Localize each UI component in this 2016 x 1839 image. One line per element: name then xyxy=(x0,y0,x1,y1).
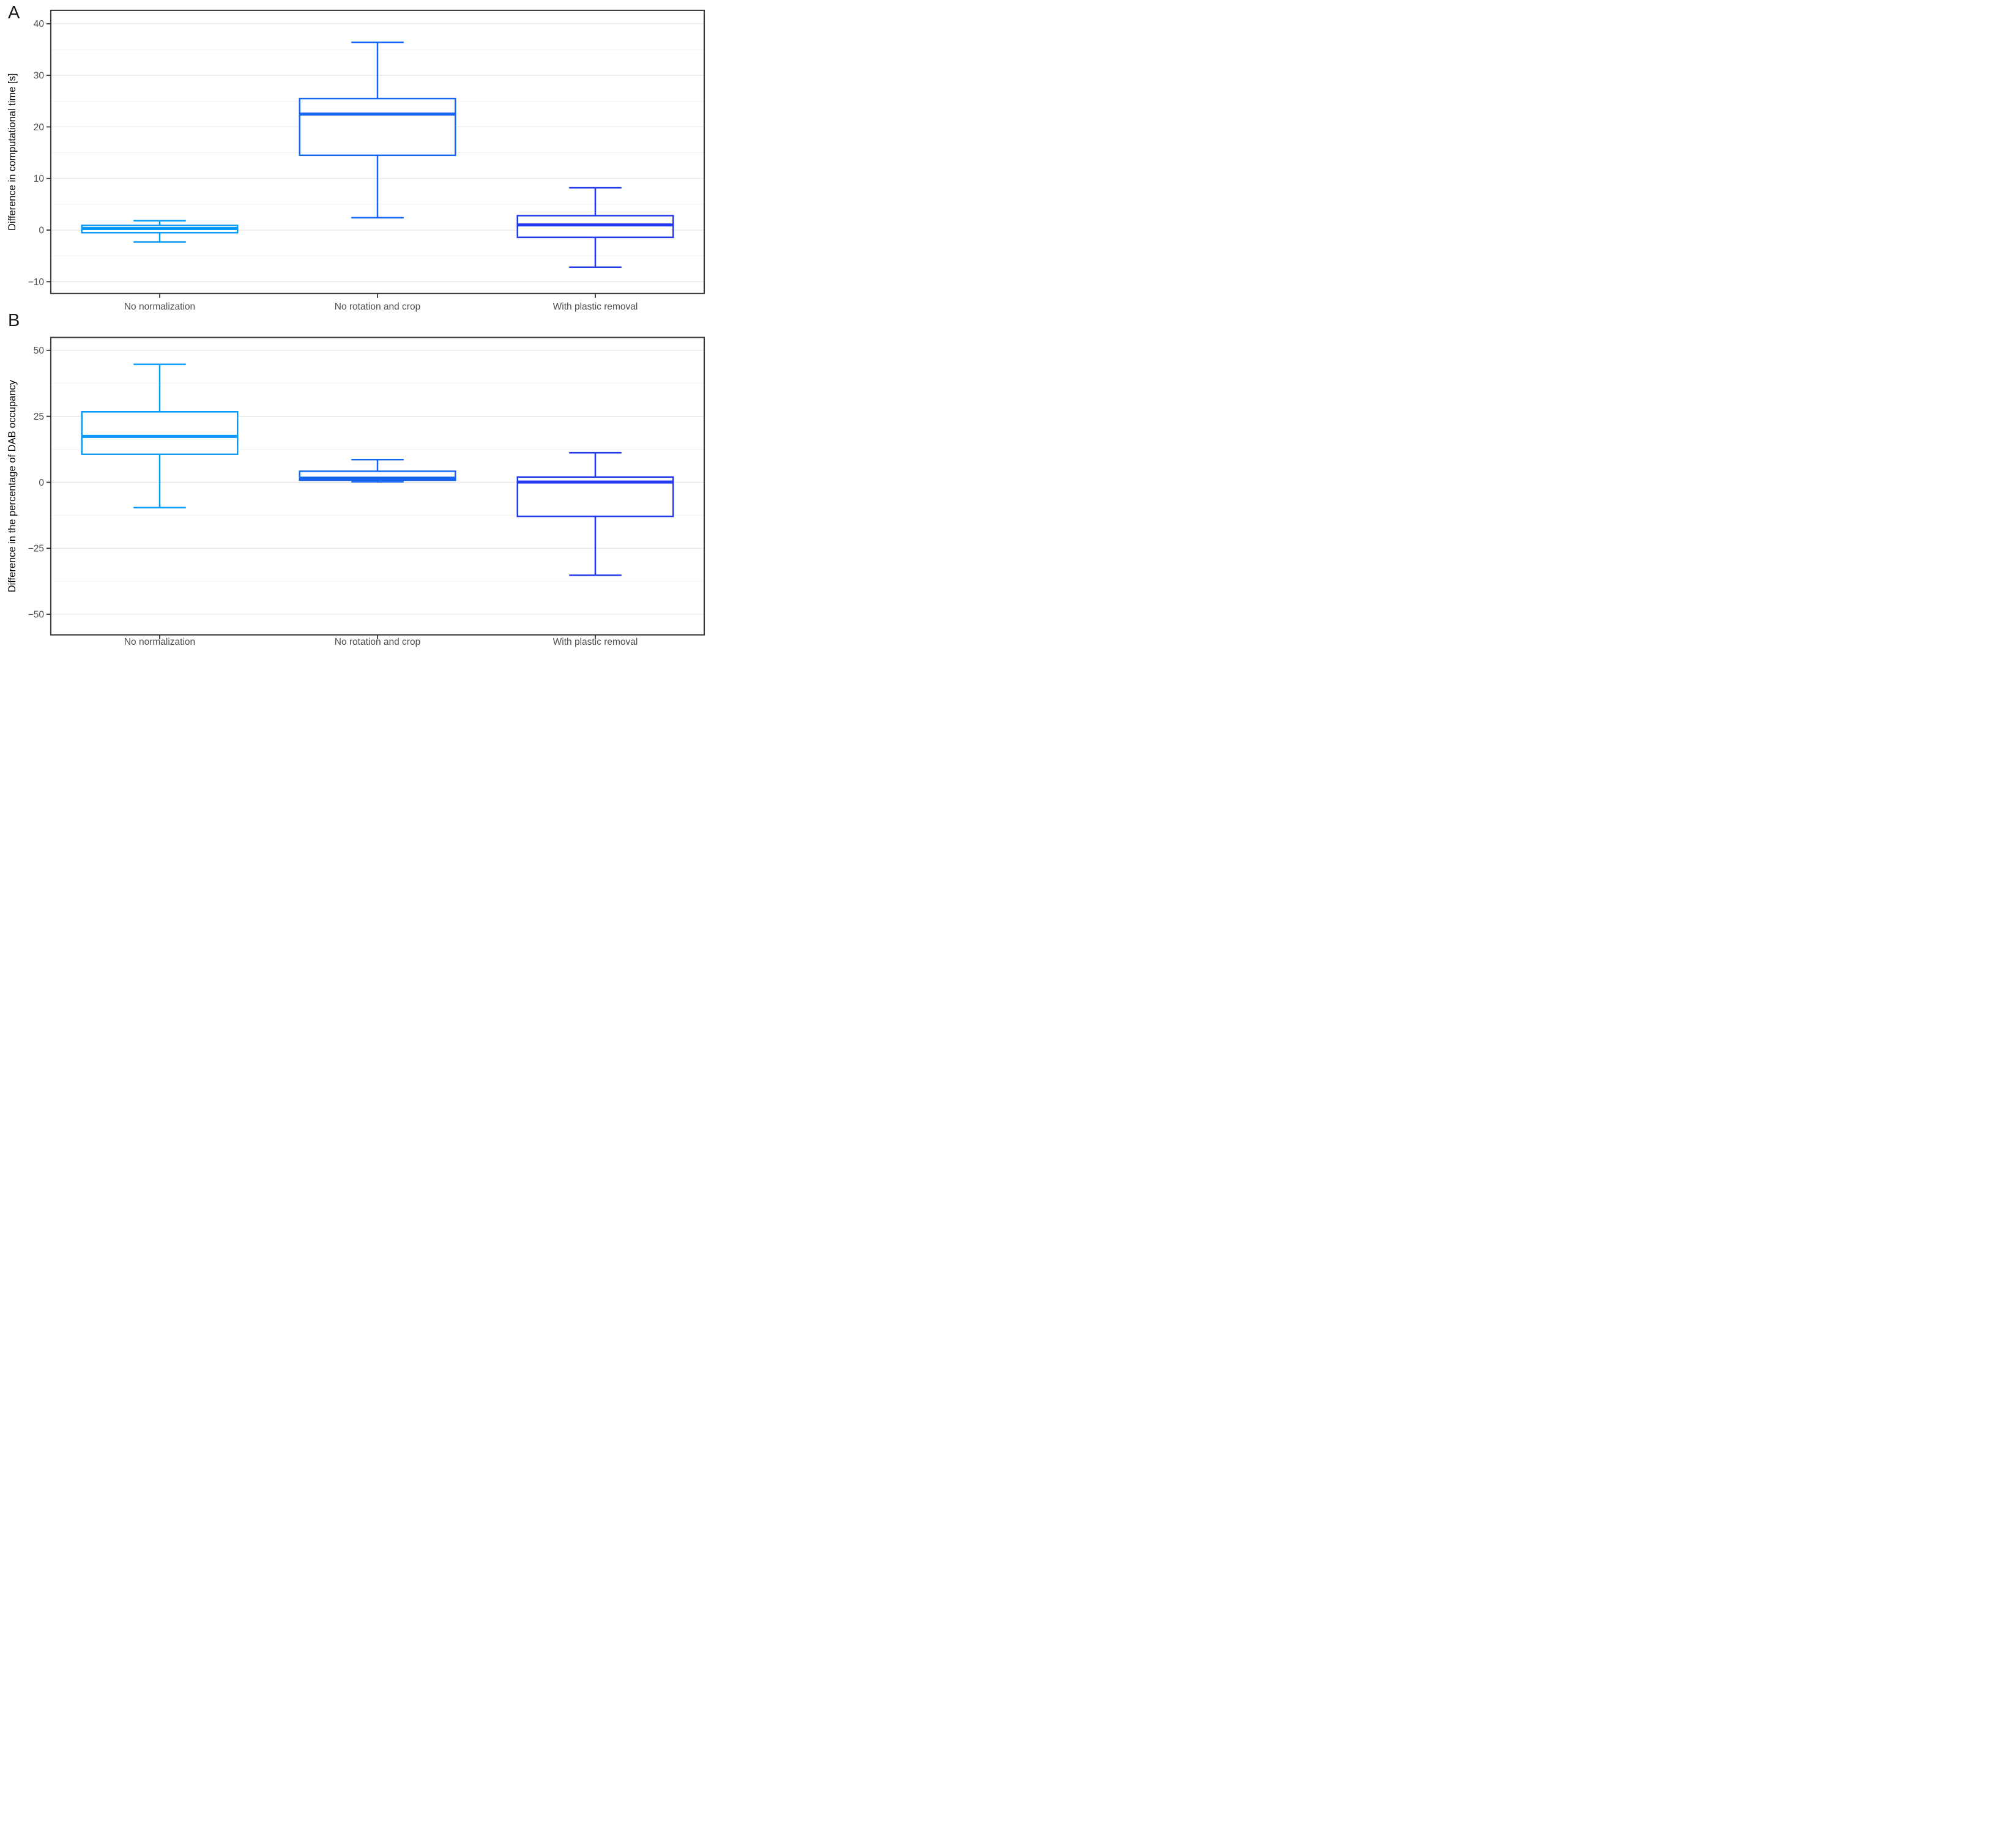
panel-b-y-axis-title: Difference in the percentage of DAB occu… xyxy=(7,379,18,592)
iqr-box xyxy=(516,215,674,239)
panel-a-label: A xyxy=(8,3,20,23)
panel-b-box-with-plastic-removal xyxy=(516,451,674,576)
panel-b-x-category-label-no-normalization: No normalization xyxy=(124,637,195,647)
panel-a-y-tick-label: −10 xyxy=(28,277,45,288)
iqr-box xyxy=(299,97,456,157)
panel-a-x-category-label-no-rotation-and-crop: No rotation and crop xyxy=(335,302,420,312)
panel-a-y-tick-label: 0 xyxy=(39,225,44,236)
panel-a-y-tick-label: 20 xyxy=(34,122,45,133)
panel-a-box-no-rotation-and-crop xyxy=(299,41,456,219)
panel-a-y-tick-label: 40 xyxy=(34,19,45,29)
panel-b-label: B xyxy=(8,311,20,330)
iqr-box xyxy=(516,476,674,518)
panel-b-x-category-label-with-plastic-removal: With plastic removal xyxy=(553,637,638,647)
panel-a-x-category-label-no-normalization: No normalization xyxy=(124,302,195,312)
panel-b: −50 −25 0 25 50 No normalization No rotation a… xyxy=(7,311,705,647)
panel-a-box-with-plastic-removal xyxy=(516,187,674,269)
panel-a-y-axis-title: Difference in computational time [s] xyxy=(7,73,18,231)
panel-b-y-tick-label: 50 xyxy=(34,346,45,356)
boxplot-canvas: −10 0 10 20 30 40 No normalization No rotation … xyxy=(7,3,705,647)
panel-b-y-tick-label: 0 xyxy=(39,478,44,488)
boxplot-figure: −10 0 10 20 30 40 No normalization No rotation … xyxy=(0,0,710,647)
panel-a-y-tick-label: 10 xyxy=(34,174,45,184)
panel-b-x-category-label-no-rotation-and-crop: No rotation and crop xyxy=(335,637,420,647)
panel-a-y-tick-label: 30 xyxy=(34,71,45,81)
panel-a-box-no-normalization xyxy=(81,220,239,243)
panel-b-y-tick-label: −25 xyxy=(28,544,44,554)
panel-b-y-tick-label: −50 xyxy=(28,609,45,620)
panel-b-box-no-rotation-and-crop xyxy=(299,459,456,483)
panel-a-x-category-label-with-plastic-removal: With plastic removal xyxy=(553,302,638,312)
iqr-box xyxy=(81,411,239,455)
panel-b-box-no-normalization xyxy=(81,363,239,509)
panel-a: −10 0 10 20 30 40 No normalization No rotation … xyxy=(7,3,705,312)
panel-b-y-tick-label: 25 xyxy=(34,412,44,422)
